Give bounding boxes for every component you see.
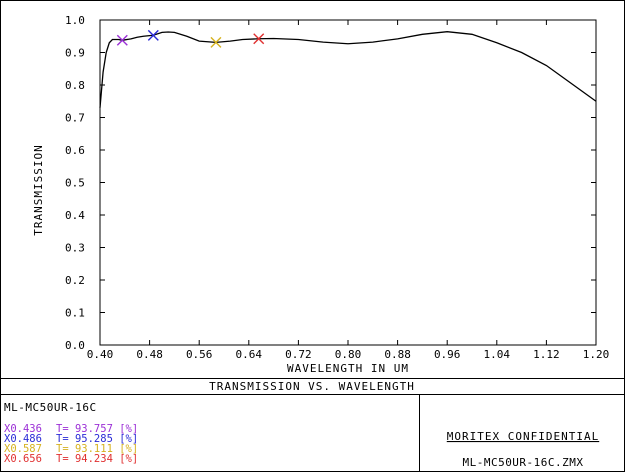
x-tick-label: 0.88 [384,348,411,361]
y-tick-label: 0.0 [65,339,85,352]
transmission-curve [99,31,597,108]
y-tick-label: 0.3 [65,242,85,255]
legend-transmission: T= 93.111 [%] [56,443,138,455]
x-tick-label: 0.72 [285,348,312,361]
wavelength-marker [210,36,222,48]
legend-wavelength: X0.587 [4,443,42,455]
x-tick-label: 0.48 [136,348,163,361]
y-tick-label: 0.9 [65,47,85,60]
x-tick-label: 0.64 [236,348,263,361]
y-axis-label: TRANSMISSION [32,144,45,235]
wavelength-marker [253,33,265,45]
x-tick-label: 0.96 [434,348,461,361]
legend-wavelength: X0.486 [4,433,42,445]
y-tick-label: 0.6 [65,144,85,157]
x-tick-label: 1.12 [533,348,560,361]
y-tick-label: 0.8 [65,79,85,92]
x-axis-label: WAVELENGTH IN UM [287,362,409,375]
y-tick-label: 0.1 [65,307,85,320]
y-tick-label: 0.2 [65,274,85,287]
x-tick-label: 1.04 [484,348,511,361]
footer-title: TRANSMISSION VS. WAVELENGTH [209,380,415,393]
confidential-label: MORITEX CONFIDENTIAL [447,430,599,443]
plot-area [99,19,597,346]
y-tick-label: 0.7 [65,112,85,125]
wavelength-marker [116,34,128,46]
legend-transmission: T= 94.234 [%] [56,453,138,465]
legend-wavelength: X0.436 [4,423,42,435]
legend-transmission: T= 93.757 [%] [56,423,138,435]
y-tick-label: 0.4 [65,209,85,222]
legend-transmission: T= 95.285 [%] [56,433,138,445]
file-name: ML-MC50UR-16C.ZMX [462,456,583,469]
y-tick-label: 1.0 [65,14,85,27]
x-tick-label: 0.56 [186,348,213,361]
lens-name: ML-MC50UR-16C [4,401,97,414]
x-tick-label: 0.40 [87,348,114,361]
y-tick-label: 0.5 [65,177,85,190]
wavelength-marker [147,29,159,41]
legend-wavelength: X0.656 [4,453,42,465]
x-tick-label: 1.20 [583,348,610,361]
x-tick-label: 0.80 [335,348,362,361]
